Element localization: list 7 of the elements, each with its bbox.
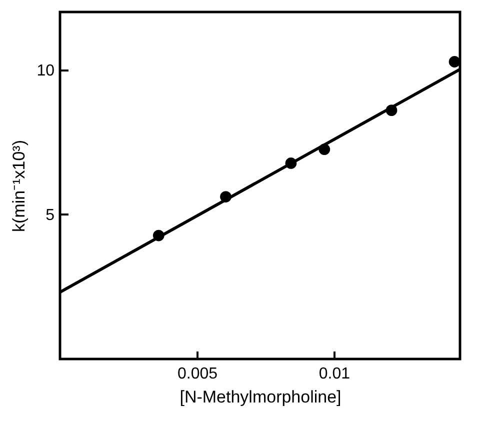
y-tick-label: 5 [46, 206, 55, 224]
x-axis-title: [N-Methylmorpholine] [180, 388, 342, 406]
y-tick-label: 10 [36, 62, 55, 80]
point [448, 56, 460, 68]
x-tick-label: 0.01 [318, 366, 350, 382]
x-tick-label: 0.005 [177, 366, 218, 382]
y-axis-title: k(min⁻¹x10³) [10, 140, 29, 232]
